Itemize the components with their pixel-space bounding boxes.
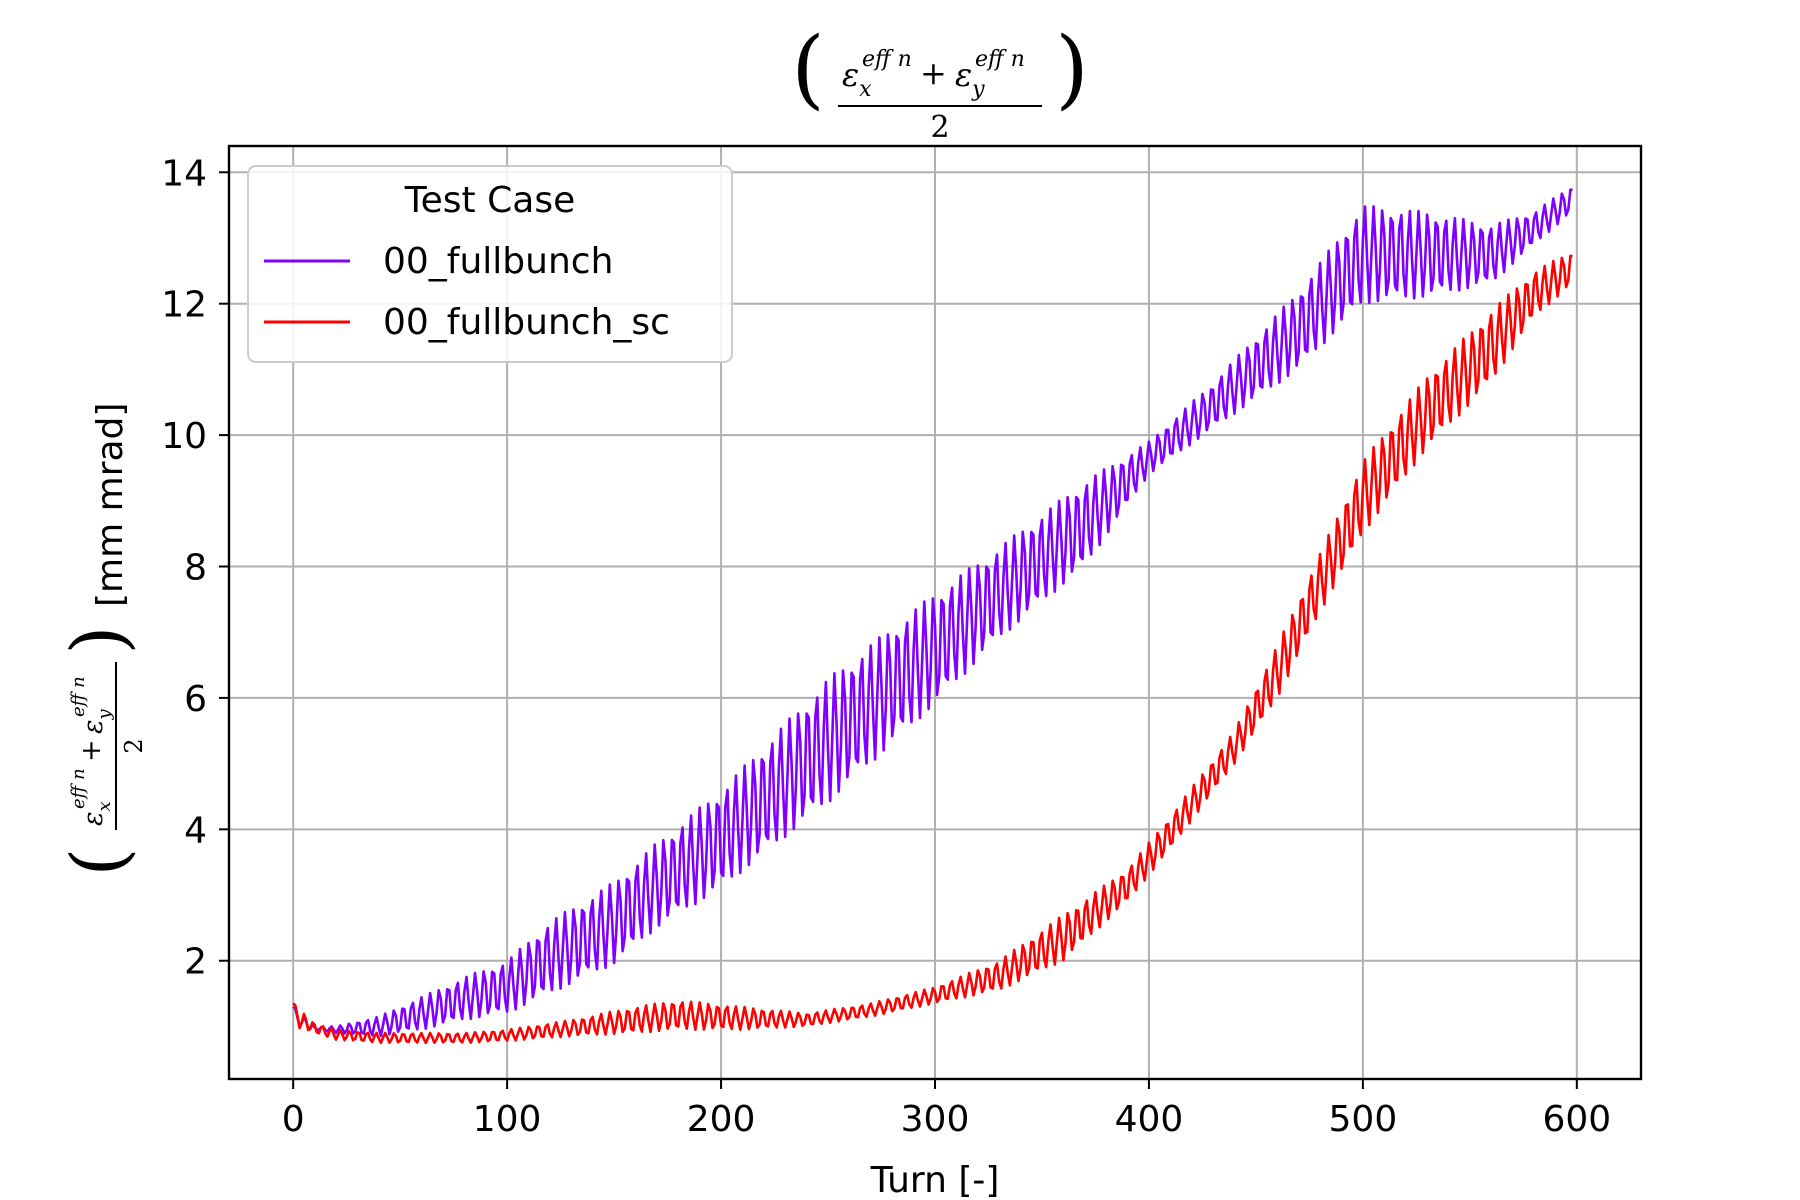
y-tick-label: 10 [161, 416, 207, 457]
ylabel-right-paren: ) [56, 626, 142, 655]
y-tick-label: 4 [184, 810, 207, 851]
y-tick-label: 12 [161, 285, 207, 326]
series-lines [292, 188, 1573, 1045]
title-sup-x: eff n [862, 47, 912, 72]
title-numerator: εx eff n + εy eff n [842, 47, 1025, 102]
ylabel-unit: [mm mrad] [90, 403, 131, 607]
chart-title: ( εx eff n + εy eff n 2 ) [791, 19, 1089, 145]
x-tick-label: 500 [1329, 1099, 1398, 1140]
y-axis-label: ( εx eff n + εy eff n 2 ) [mm mrad] [56, 403, 148, 877]
x-tick-label: 300 [901, 1099, 970, 1140]
y-tick-label: 6 [184, 679, 207, 720]
title-denominator: 2 [930, 110, 949, 145]
grid [229, 146, 1641, 1079]
y-tick-label: 14 [161, 153, 207, 194]
legend: Test Case 00_fullbunch 00_fullbunch_sc [247, 165, 733, 363]
title-sup-y: eff n [975, 47, 1025, 72]
legend-label-fullbunch-sc: 00_fullbunch_sc [383, 302, 670, 343]
legend-label-fullbunch: 00_fullbunch [383, 241, 613, 282]
x-tick-label: 400 [1115, 1099, 1184, 1140]
ylabel-eps-y: εy [78, 709, 115, 735]
x-axis-label: Turn [-] [870, 1160, 1000, 1200]
series-line-00-fullbunch-sc [292, 254, 1573, 1045]
title-right-paren: ) [1055, 19, 1089, 119]
ylabel-sup-x: eff n [68, 768, 89, 809]
ylabel-plus: + [76, 739, 107, 762]
ylabel-left-paren: ( [56, 848, 142, 877]
x-tick-label: 200 [687, 1099, 756, 1140]
legend-box [247, 165, 733, 363]
ylabel-denominator: 2 [120, 738, 148, 753]
legend-title: Test Case [404, 180, 575, 221]
x-tick-label: 0 [282, 1099, 305, 1140]
ticks: 0 100 200 300 400 500 600 2 4 6 8 10 12 14 [161, 153, 1611, 1140]
title-left-paren: ( [791, 19, 825, 119]
title-plus: + [920, 54, 947, 92]
y-tick-label: 2 [184, 942, 207, 983]
y-tick-label: 8 [184, 548, 207, 589]
series-line-00-fullbunch [292, 188, 1573, 1038]
x-tick-label: 100 [473, 1099, 542, 1140]
ylabel-sup-y: eff n [68, 676, 89, 717]
x-tick-label: 600 [1542, 1099, 1611, 1140]
